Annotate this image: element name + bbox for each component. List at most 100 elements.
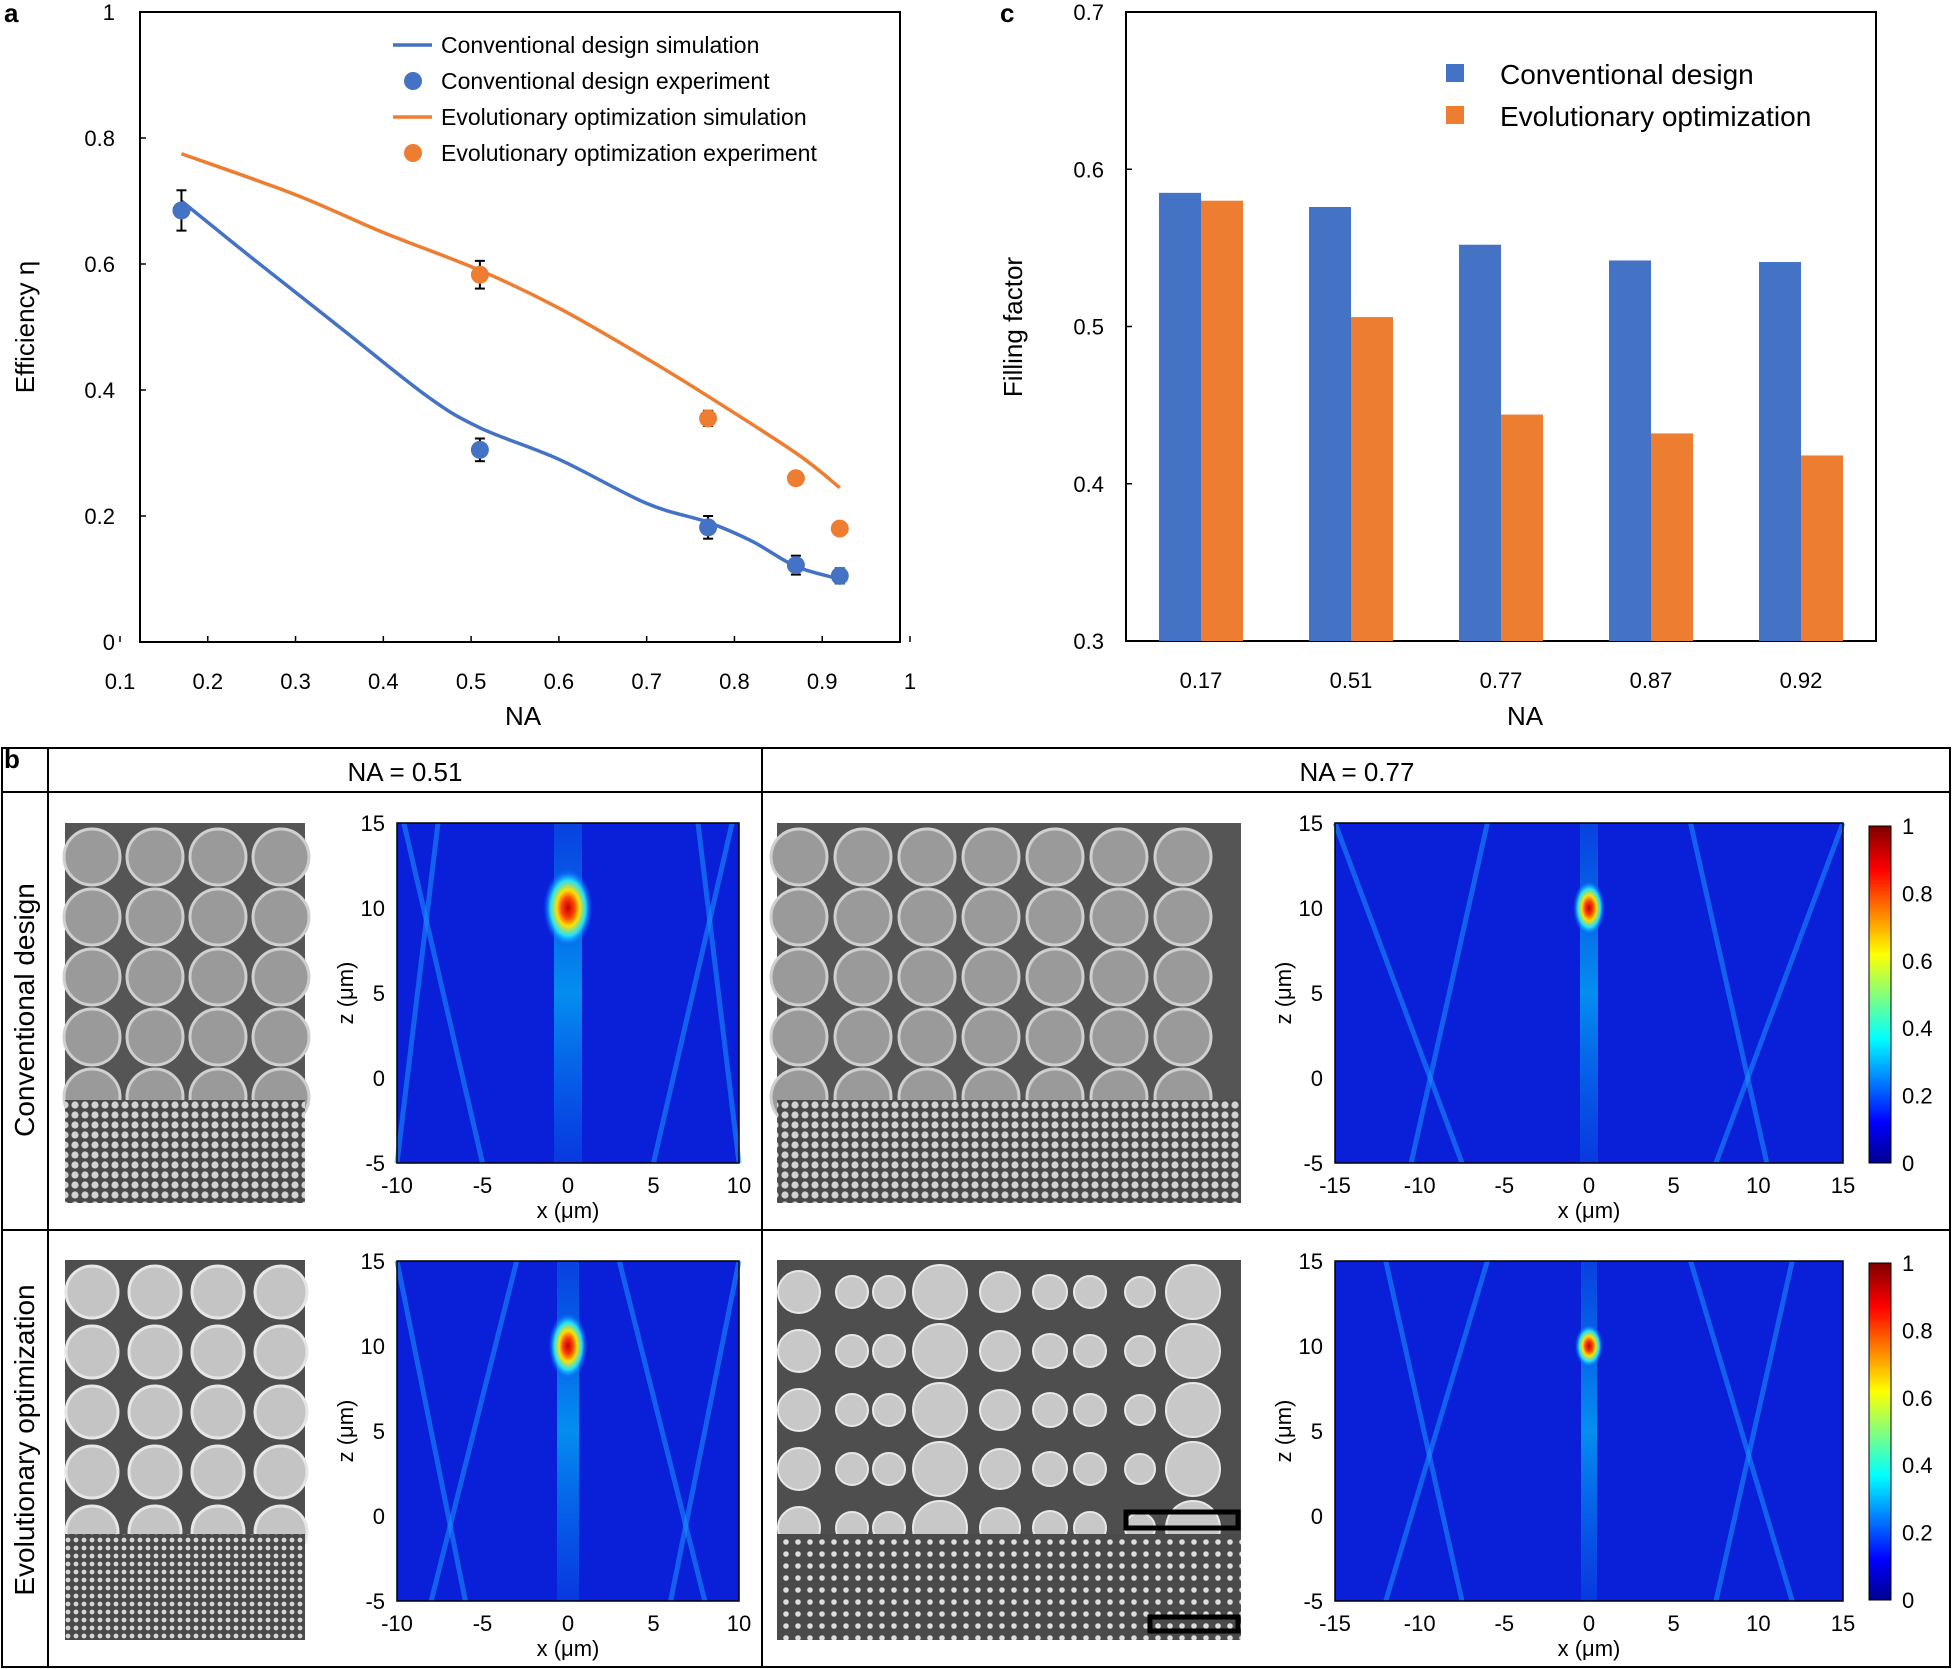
chart-a-xtick-label: 1: [904, 669, 916, 694]
z-tick-label: -5: [1303, 1589, 1323, 1614]
legend-label: Conventional design experiment: [441, 68, 770, 94]
colorbar-tick-label: 0: [1902, 1151, 1914, 1176]
colorbar-tick-label: 1: [1902, 814, 1914, 839]
data-point: [786, 556, 805, 575]
pillar: [125, 1007, 185, 1067]
legend-label: Conventional design: [1500, 59, 1754, 90]
scale-bar-lower: [1147, 1614, 1241, 1634]
sem-image-evolutionary-077: [777, 1260, 1241, 1640]
x-tick-label: 10: [727, 1173, 751, 1198]
pillar: [1124, 1276, 1156, 1308]
x-tick-label: -5: [1495, 1173, 1515, 1198]
legend-label: Evolutionary optimization experiment: [441, 140, 817, 166]
side-beam: [1688, 822, 1770, 1164]
pillar: [912, 1441, 968, 1497]
pillar: [62, 1007, 122, 1067]
chart-c-category-label: 0.77: [1480, 668, 1523, 693]
panel-b-grid: NA = 0.51 NA = 0.77 Conventional design …: [1, 747, 1951, 1668]
pillar: [62, 887, 122, 947]
pillar: [253, 1444, 309, 1500]
chart-a-xtick-label: 0.9: [807, 669, 838, 694]
bar: [1759, 262, 1801, 641]
chart-c-ytick-label: 0.5: [1073, 315, 1104, 340]
z-tick-label: -5: [365, 1151, 385, 1176]
column-header-na-077: NA = 0.77: [1300, 757, 1415, 787]
series-line: [180, 199, 841, 581]
x-tick-label: -5: [473, 1173, 493, 1198]
pillar: [777, 1270, 821, 1314]
pillar: [127, 1384, 183, 1440]
pillar: [835, 1275, 869, 1309]
pillar: [777, 1447, 821, 1491]
pillar: [872, 1275, 906, 1309]
pillar: [769, 827, 829, 887]
map-xlabel: x (μm): [537, 1198, 600, 1223]
bar: [1501, 414, 1543, 641]
colorbar-tick-label: 0.8: [1902, 1318, 1933, 1343]
pillar: [1089, 1007, 1149, 1067]
data-point: [830, 566, 849, 585]
pillar: [912, 1323, 968, 1379]
legend-label: Evolutionary optimization: [1500, 101, 1811, 132]
pillar: [190, 1324, 246, 1380]
map-xlabel: x (μm): [1558, 1636, 1621, 1661]
legend-label: Conventional design simulation: [441, 32, 759, 58]
pillar: [961, 1007, 1021, 1067]
pillar: [64, 1264, 120, 1320]
chart-a-ytick-label: 0.8: [84, 126, 115, 151]
focal-spot: [1572, 880, 1606, 936]
z-tick-label: 5: [373, 1419, 385, 1444]
pillar: [1032, 1274, 1068, 1310]
z-tick-label: 10: [1299, 896, 1323, 921]
colorbar-tick-label: 0.8: [1902, 881, 1933, 906]
colorbar-tick-label: 0.6: [1902, 949, 1933, 974]
bar: [1351, 317, 1393, 641]
pillar: [833, 1007, 893, 1067]
legend-point-swatch: [404, 144, 422, 162]
pillar: [1089, 947, 1149, 1007]
side-beam: [1408, 822, 1490, 1164]
pillar: [251, 887, 311, 947]
z-tick-label: 5: [1311, 981, 1323, 1006]
chart-a-ytick-label: 1: [103, 0, 115, 25]
pillar: [251, 827, 311, 887]
z-tick-label: 10: [361, 1334, 385, 1359]
map-frame: [396, 822, 740, 1164]
panel-b-frame: [1, 747, 1951, 1668]
pillar: [1124, 1335, 1156, 1367]
chart-a-xtick-label: 0.4: [368, 669, 399, 694]
bar: [1159, 192, 1201, 641]
pillar: [64, 1324, 120, 1380]
chart-c-bars: 0.17 0.51 0.77 0.87 0.92: [1159, 192, 1843, 693]
map-ylabel: z (μm): [333, 962, 358, 1025]
column-header-na-051: NA = 0.51: [348, 757, 463, 787]
pillar: [1032, 1451, 1068, 1487]
pillar: [835, 1452, 869, 1486]
bar: [1609, 260, 1651, 641]
x-tick-label: 0: [562, 1173, 574, 1198]
side-beam: [1383, 1260, 1465, 1602]
panel-label-c: c: [1000, 0, 1014, 28]
side-beam: [394, 1260, 468, 1602]
chart-a-xtick-label: 0.2: [192, 669, 223, 694]
pillar: [979, 1271, 1021, 1313]
focal-spot: [542, 868, 594, 948]
pillar: [979, 1330, 1021, 1372]
x-tick-label: 0: [1583, 1611, 1595, 1636]
pillar: [251, 1007, 311, 1067]
pillar: [833, 827, 893, 887]
x-tick-label: 0: [562, 1611, 574, 1636]
colorbar-tick-label: 0.4: [1902, 1016, 1933, 1041]
pillar: [1124, 1394, 1156, 1426]
x-tick-label: -5: [473, 1611, 493, 1636]
chart-a-series: [172, 152, 849, 585]
data-point: [699, 518, 718, 537]
pillar: [1153, 1007, 1213, 1067]
z-tick-label: 5: [1311, 1419, 1323, 1444]
chart-a-ytick-label: 0.6: [84, 252, 115, 277]
data-point: [786, 469, 805, 488]
colorbar-tick-label: 0.2: [1902, 1084, 1933, 1109]
pillar: [190, 1384, 246, 1440]
colorbar-top: 1 0.8 0.6 0.4 0.2 0: [1868, 814, 1933, 1176]
